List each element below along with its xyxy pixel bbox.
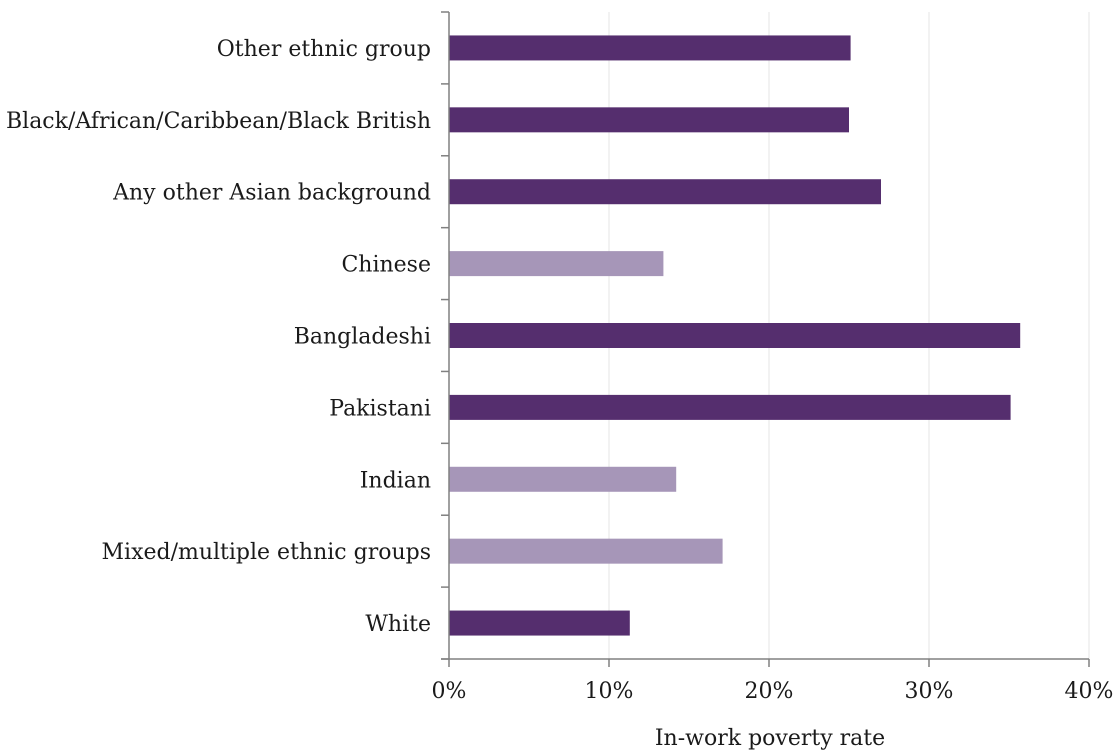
category-label-1: Black/African/Caribbean/Black British (6, 109, 431, 134)
x-tick-label-0: 0% (432, 679, 467, 704)
bar-8 (449, 610, 630, 636)
bar-0 (449, 35, 851, 61)
category-label-5: Pakistani (329, 396, 431, 421)
bar-5 (449, 394, 1011, 420)
x-tick-label-30: 30% (905, 679, 954, 704)
category-labels: Other ethnic group Black/African/Caribbea… (6, 37, 431, 637)
bar-6 (449, 466, 677, 492)
bar-2 (449, 179, 881, 205)
x-tick-label-10: 10% (585, 679, 634, 704)
bar-1 (449, 107, 849, 133)
bars (449, 35, 1021, 636)
x-tick-label-20: 20% (745, 679, 794, 704)
category-label-3: Chinese (341, 253, 431, 278)
x-axis-title: In-work poverty rate (655, 726, 885, 751)
category-label-0: Other ethnic group (217, 37, 431, 62)
axes (441, 11, 1090, 667)
category-label-7: Mixed/multiple ethnic groups (102, 540, 432, 565)
category-label-2: Any other Asian background (112, 181, 431, 206)
bar-3 (449, 251, 664, 277)
bar-7 (449, 538, 723, 564)
category-label-8: White (365, 612, 431, 637)
category-label-6: Indian (360, 468, 431, 493)
x-tick-labels: 0% 10% 20% 30% 40% (432, 679, 1114, 704)
category-label-4: Bangladeshi (294, 325, 431, 350)
bar-4 (449, 323, 1021, 348)
x-tick-label-40: 40% (1065, 679, 1114, 704)
